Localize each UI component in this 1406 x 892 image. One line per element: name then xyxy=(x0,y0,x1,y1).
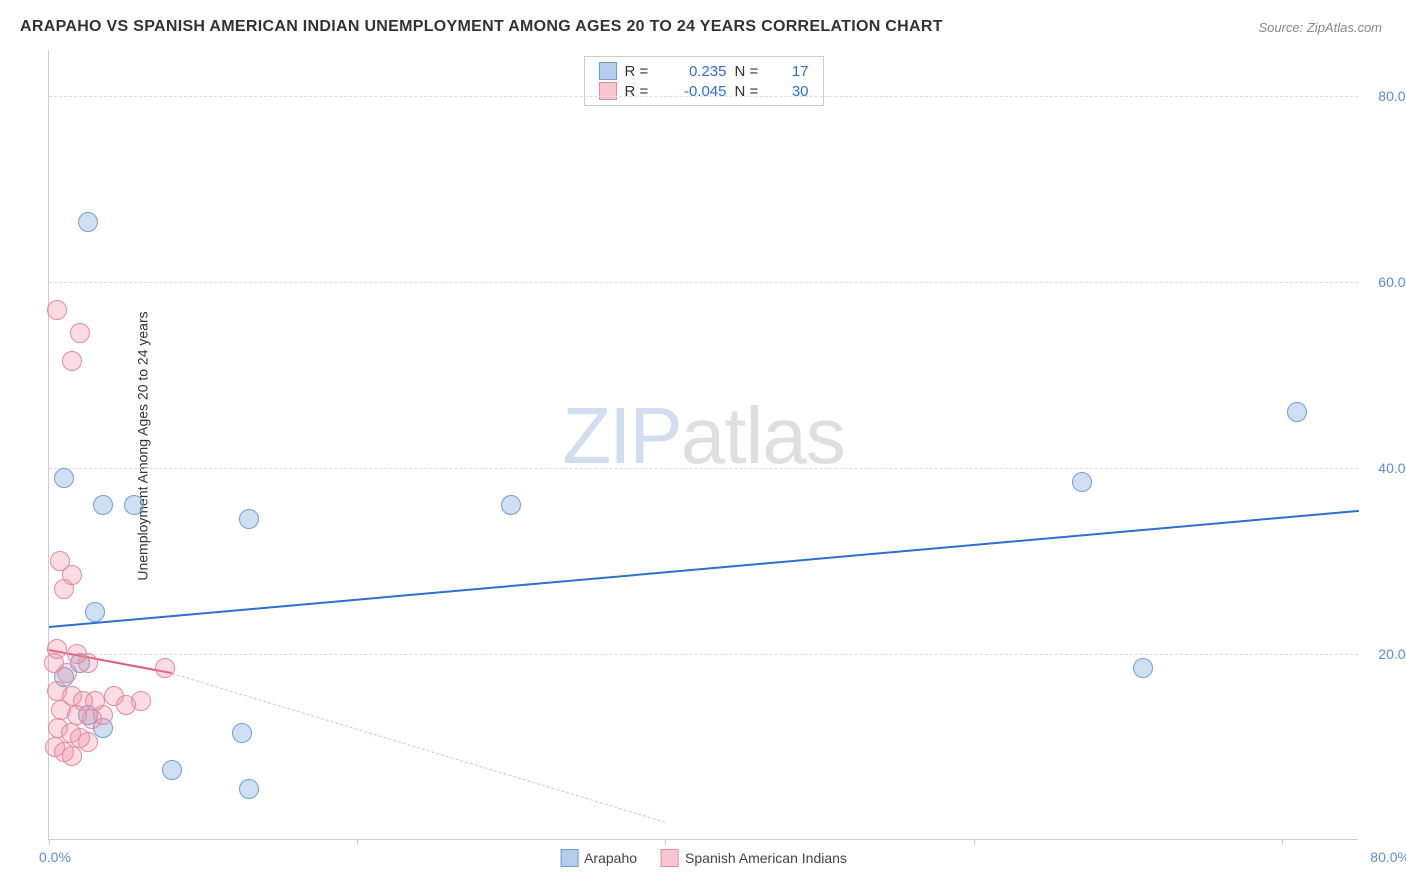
legend-item: Arapaho xyxy=(560,849,637,867)
scatter-point xyxy=(54,468,74,488)
x-axis-tick-mark xyxy=(1282,839,1283,845)
stats-row: R =-0.045N =30 xyxy=(599,81,809,101)
chart-title: ARAPAHO VS SPANISH AMERICAN INDIAN UNEMP… xyxy=(20,18,943,36)
scatter-point xyxy=(501,495,521,515)
x-axis-tick-min: 0.0% xyxy=(39,849,71,865)
x-axis-tick-mark xyxy=(357,839,358,845)
stats-row: R = 0.235 N = 17 xyxy=(599,61,809,81)
scatter-point xyxy=(1072,472,1092,492)
scatter-point xyxy=(47,300,67,320)
x-axis-tick-mark xyxy=(49,839,50,845)
gridline-horizontal xyxy=(49,468,1358,469)
x-axis-tick-mark xyxy=(974,839,975,845)
stat-value-n: 17 xyxy=(773,63,809,80)
scatter-point xyxy=(1287,402,1307,422)
watermark-atlas: atlas xyxy=(681,390,845,479)
legend-swatch xyxy=(560,849,578,867)
stat-label-n: N = xyxy=(735,63,765,80)
legend-swatch xyxy=(661,849,679,867)
scatter-point xyxy=(54,579,74,599)
x-axis-tick-mark xyxy=(665,839,666,845)
legend-item: Spanish American Indians xyxy=(661,849,847,867)
scatter-point xyxy=(78,653,98,673)
scatter-point xyxy=(239,509,259,529)
scatter-point xyxy=(93,705,113,725)
series-swatch xyxy=(599,62,617,80)
scatter-point xyxy=(78,732,98,752)
y-axis-tick-label: 20.0% xyxy=(1378,646,1406,662)
scatter-point xyxy=(232,723,252,743)
scatter-point xyxy=(57,663,77,683)
x-axis-tick-max: 80.0% xyxy=(1370,849,1406,865)
chart-legend: Arapaho Spanish American Indians xyxy=(560,849,847,867)
scatter-point xyxy=(78,212,98,232)
scatter-point xyxy=(131,691,151,711)
legend-label: Arapaho xyxy=(584,850,637,866)
gridline-horizontal xyxy=(49,96,1358,97)
gridline-horizontal xyxy=(49,282,1358,283)
scatter-point xyxy=(124,495,144,515)
scatter-point xyxy=(162,760,182,780)
gridline-horizontal xyxy=(49,654,1358,655)
watermark-zip: ZIP xyxy=(562,390,680,479)
scatter-point xyxy=(93,495,113,515)
y-axis-tick-label: 40.0% xyxy=(1378,460,1406,476)
scatter-point xyxy=(155,658,175,678)
scatter-point xyxy=(70,323,90,343)
correlation-stats-box: R = 0.235 N = 17R =-0.045N =30 xyxy=(584,56,824,106)
scatter-point xyxy=(62,746,82,766)
stat-value-r: 0.235 xyxy=(663,63,727,80)
scatter-point xyxy=(62,351,82,371)
scatter-point xyxy=(85,602,105,622)
scatter-point xyxy=(1133,658,1153,678)
y-axis-tick-label: 80.0% xyxy=(1378,88,1406,104)
source-label: Source: ZipAtlas.com xyxy=(1258,20,1382,35)
trend-line xyxy=(172,673,665,823)
stat-label-r: R = xyxy=(625,63,655,80)
y-axis-tick-label: 60.0% xyxy=(1378,274,1406,290)
scatter-point xyxy=(239,779,259,799)
chart-plot-area: ZIPatlas R =0.235N =17R =-0.045N =30 0.0… xyxy=(48,50,1358,840)
legend-label: Spanish American Indians xyxy=(685,850,847,866)
